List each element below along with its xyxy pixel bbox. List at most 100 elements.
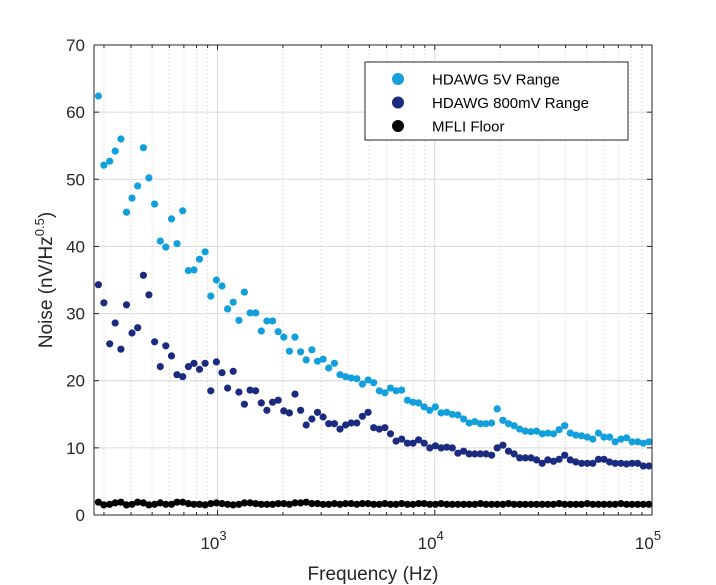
data-point [476,450,484,458]
data-point [617,500,625,508]
data-point [577,432,586,440]
data-point [572,500,580,508]
data-point [308,415,316,423]
data-point [549,457,558,465]
data-point [533,500,541,508]
data-point [100,161,108,169]
data-point [274,396,282,404]
data-point [139,271,147,279]
data-point [173,371,181,379]
data-point [510,500,518,508]
data-point [443,443,451,451]
data-point [606,458,614,466]
data-point [291,499,299,507]
data-point [594,429,603,437]
data-point [111,147,119,155]
data-point [184,500,192,508]
y-tick-label: 20 [66,372,85,391]
data-point [224,305,232,313]
data-point [504,420,513,428]
data-point [195,500,204,508]
data-point [342,373,350,381]
data-point [134,324,142,332]
data-point [162,500,170,508]
data-point [628,438,636,446]
y-tick-label: 30 [66,305,85,324]
data-point [134,498,142,506]
data-point [460,500,468,508]
data-point [386,500,395,508]
data-point [364,376,372,384]
data-point [100,299,108,307]
data-point [392,387,400,395]
data-point [398,386,406,394]
data-point [274,328,282,336]
data-point [533,427,541,435]
data-point [403,439,411,447]
data-point [431,500,439,508]
data-point [375,387,383,395]
data-point [639,500,647,508]
data-point [162,243,170,251]
data-point [437,444,445,452]
data-point [566,429,574,437]
data-point [364,500,372,508]
data-point [122,301,131,309]
data-point [572,458,580,466]
data-point [353,375,361,383]
data-point [347,500,355,508]
data-point [128,500,136,508]
data-point [358,500,366,508]
legend-box [364,61,629,141]
data-point [403,500,411,508]
data-point [184,363,192,371]
data-point [308,500,316,508]
legend: HDAWG 5V Range HDAWG 800mV Range MFLI Floo… [364,61,629,141]
data-point [128,329,136,337]
y-tick-label: 70 [66,36,85,55]
data-point [617,435,625,443]
data-point [263,317,271,325]
data-point [280,500,288,508]
data-point [415,399,423,407]
data-point [156,499,164,507]
data-point [443,500,451,508]
data-point [606,433,614,441]
data-point [589,459,597,467]
data-point [544,500,552,508]
data-point [106,157,114,165]
data-point [347,419,355,427]
data-point [583,433,591,441]
data-point [353,419,361,427]
data-point [280,333,288,341]
data-point [381,424,389,432]
data-point [139,499,147,507]
data-point [499,416,507,424]
data-point [611,500,619,508]
data-point [572,431,580,439]
data-point [342,421,350,429]
data-point [263,406,271,414]
data-point [516,425,524,433]
data-point [257,500,265,508]
data-point [336,500,344,508]
data-point [94,498,102,506]
data-point [460,415,468,423]
data-point [437,500,445,508]
data-point [302,421,310,429]
data-point [538,430,546,438]
data-point [269,398,277,406]
x-tick-label: 105 [635,528,661,553]
y-tick-label: 0 [76,506,85,525]
data-point [510,450,518,458]
data-point [454,500,462,508]
x-tick-label: 103 [200,528,226,553]
data-point [145,174,153,182]
data-point [398,500,406,508]
data-point [218,282,226,290]
data-point [443,408,451,416]
data-point [330,500,338,508]
data-point [358,380,366,388]
data-point [257,327,265,335]
data-point [628,459,636,467]
